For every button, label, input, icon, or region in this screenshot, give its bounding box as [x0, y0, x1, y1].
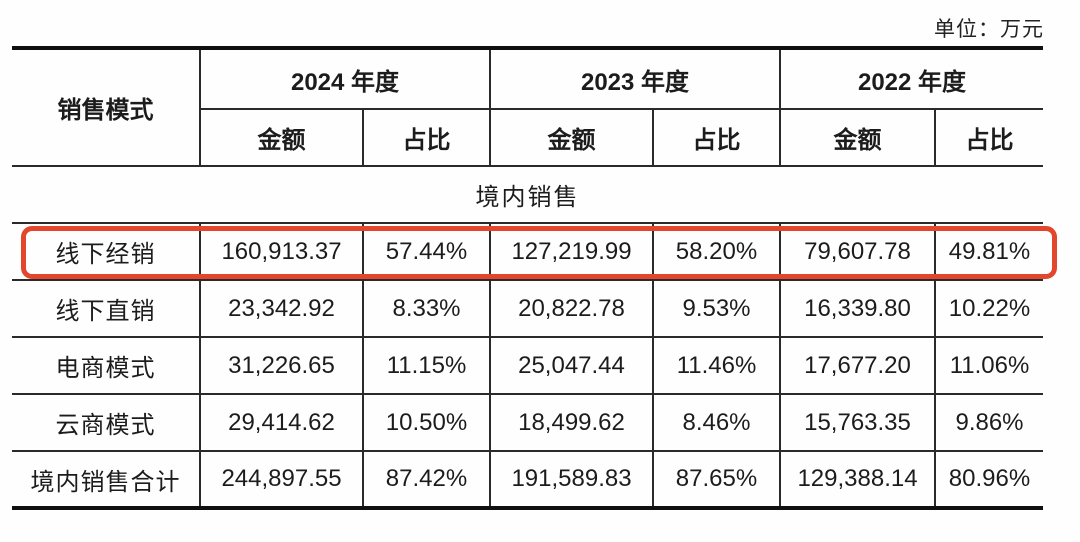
- table-row-offline-direct: 线下直销 23,342.92 8.33% 20,822.78 9.53% 16,…: [12, 279, 1043, 338]
- unit-label: 单位：万元: [934, 18, 1044, 41]
- cell-amount: 191,589.83: [489, 450, 654, 509]
- cell-amount: 17,677.20: [779, 336, 936, 395]
- sub-header-ratio-2022: 占比: [934, 108, 1043, 167]
- cell-ratio: 8.33%: [362, 279, 491, 338]
- section-row-domestic-sales: 境内销售: [12, 165, 1043, 224]
- cell-ratio: 80.96%: [934, 450, 1043, 509]
- header-row-years: 销售模式 2024 年度 2023 年度 2022 年度: [12, 47, 1043, 167]
- sub-header-amount-2022: 金额: [779, 108, 936, 167]
- cell-ratio: 9.86%: [934, 393, 1043, 452]
- cell-ratio: 57.44%: [362, 222, 491, 281]
- year-header-2024: 2024 年度: [199, 47, 491, 110]
- cell-amount: 244,897.55: [199, 450, 364, 509]
- cell-ratio: 10.50%: [362, 393, 491, 452]
- cell-amount: 160,913.37: [199, 222, 364, 281]
- cell-amount: 20,822.78: [489, 279, 654, 338]
- cell-amount: 15,763.35: [779, 393, 936, 452]
- cell-ratio: 11.15%: [362, 336, 491, 395]
- cell-ratio: 11.46%: [652, 336, 781, 395]
- sales-mode-table: 销售模式 2024 年度 2023 年度 2022 年度 金额 占比 金额 占比…: [12, 46, 1043, 510]
- cell-amount: 129,388.14: [779, 450, 936, 509]
- sub-header-ratio-2024: 占比: [362, 108, 491, 167]
- cell-amount: 18,499.62: [489, 393, 654, 452]
- row-label: 境内销售合计: [12, 450, 201, 509]
- col-header-sales-mode: 销售模式: [12, 47, 201, 167]
- cell-ratio: 58.20%: [652, 222, 781, 281]
- row-label: 线下直销: [12, 279, 201, 338]
- cell-ratio: 8.46%: [652, 393, 781, 452]
- cell-amount: 16,339.80: [779, 279, 936, 338]
- cell-ratio: 87.65%: [652, 450, 781, 509]
- table-row-ecommerce: 电商模式 31,226.65 11.15% 25,047.44 11.46% 1…: [12, 336, 1043, 395]
- sub-header-amount-2024: 金额: [200, 108, 364, 167]
- cell-ratio: 10.22%: [934, 279, 1043, 338]
- section-label: 境内销售: [12, 165, 1043, 224]
- year-header-2023: 2023 年度: [489, 47, 781, 110]
- cell-ratio: 49.81%: [934, 222, 1043, 281]
- sub-header-ratio-2023: 占比: [652, 108, 781, 167]
- cell-amount: 79,607.78: [779, 222, 936, 281]
- year-header-2022: 2022 年度: [779, 47, 1043, 110]
- table-row-cloud-commerce: 云商模式 29,414.62 10.50% 18,499.62 8.46% 15…: [12, 393, 1043, 452]
- row-label: 电商模式: [12, 336, 201, 395]
- cell-ratio: 9.53%: [652, 279, 781, 338]
- cell-amount: 31,226.65: [199, 336, 364, 395]
- cell-amount: 29,414.62: [199, 393, 364, 452]
- table-row-offline-distribution: 线下经销 160,913.37 57.44% 127,219.99 58.20%…: [12, 222, 1043, 281]
- cell-ratio: 11.06%: [934, 336, 1043, 395]
- cell-amount: 25,047.44: [489, 336, 654, 395]
- cell-amount: 23,342.92: [199, 279, 364, 338]
- cell-amount: 127,219.99: [489, 222, 654, 281]
- cell-ratio: 87.42%: [362, 450, 491, 509]
- table-row-domestic-total: 境内销售合计 244,897.55 87.42% 191,589.83 87.6…: [12, 450, 1043, 509]
- header-row-sub: 金额 占比 金额 占比 金额 占比: [12, 108, 1043, 167]
- row-label: 云商模式: [12, 393, 201, 452]
- sub-header-amount-2023: 金额: [489, 108, 654, 167]
- row-label: 线下经销: [12, 222, 201, 281]
